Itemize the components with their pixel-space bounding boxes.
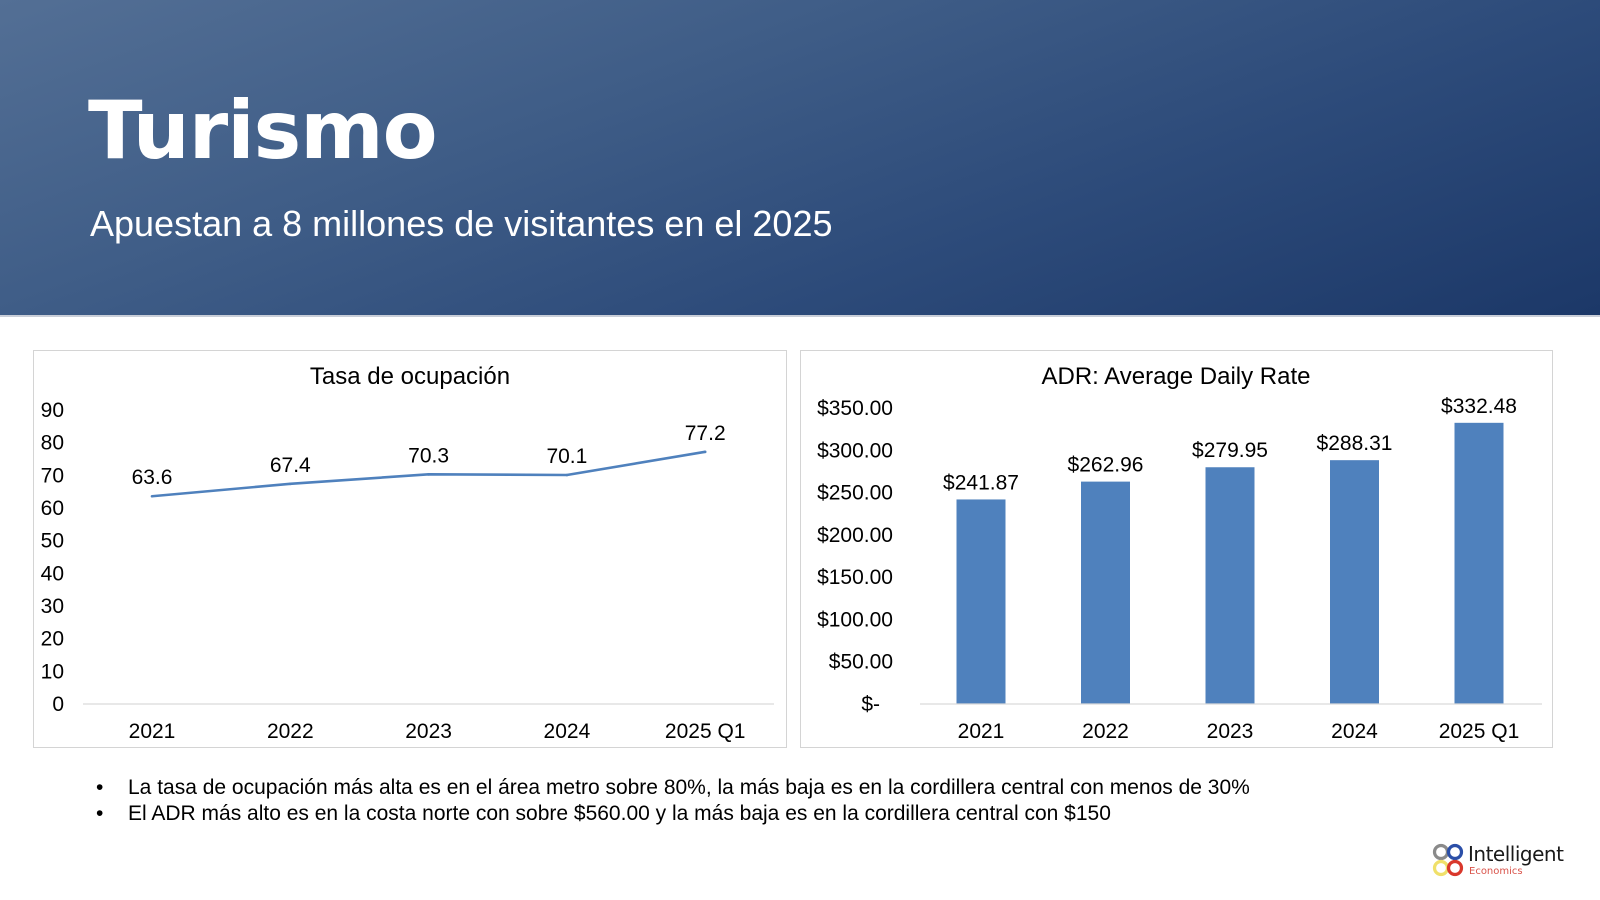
notes-list: • La tasa de ocupación más alta es en el… — [96, 775, 1250, 827]
bullet-icon: • — [96, 802, 104, 825]
note-item: • La tasa de ocupación más alta es en el… — [96, 775, 1250, 801]
bullet-icon: • — [96, 776, 104, 799]
page-subtitle: Apuestan a 8 millones de visitantes en e… — [90, 203, 833, 244]
company-logo: Intelligent Economics — [1432, 842, 1572, 882]
note-text: El ADR más alto es en la costa norte con… — [128, 802, 1111, 825]
page-title: Turismo — [88, 84, 438, 177]
logo-name: Intelligent — [1468, 842, 1564, 866]
logo-subname: Economics — [1469, 866, 1523, 877]
header-divider — [0, 315, 1600, 317]
occupancy-chart-panel — [33, 350, 787, 748]
note-item: • El ADR más alto es en la costa norte c… — [96, 801, 1250, 827]
header-banner — [0, 0, 1600, 315]
note-text: La tasa de ocupación más alta es en el á… — [128, 776, 1250, 799]
adr-chart-panel — [800, 350, 1553, 748]
clover-logo-icon — [1432, 843, 1464, 877]
